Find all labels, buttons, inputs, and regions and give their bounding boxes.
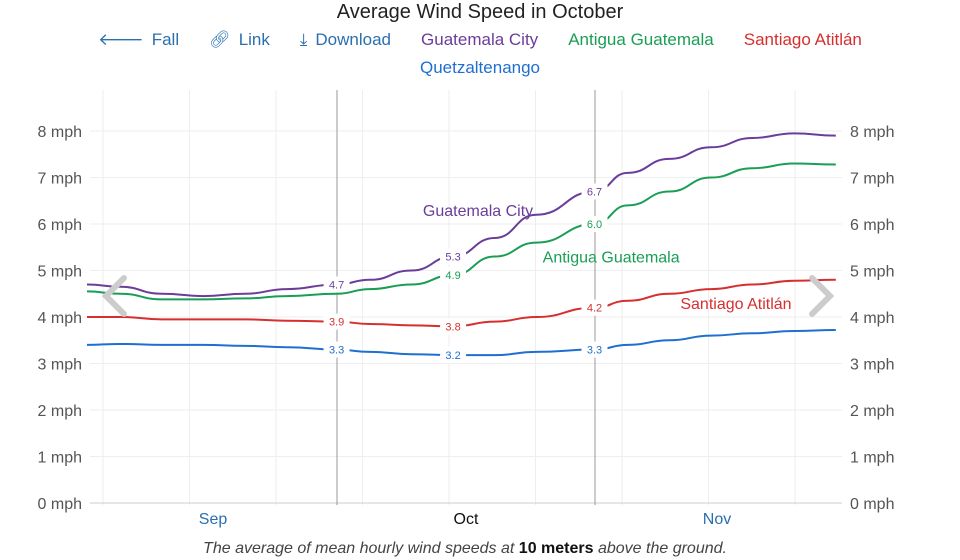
- x-tick-label: Oct: [454, 511, 479, 528]
- download-label: Download: [315, 30, 392, 49]
- data-label-bg: [581, 299, 608, 316]
- data-label-guatemala-city: 5.3: [445, 252, 460, 264]
- chart-plot: 0 mph 0 mph 1 mph 1 mph 2 mph 2 mph 3 mph 3 mph…: [38, 90, 894, 528]
- data-label-quetzaltenango: 3.2: [445, 350, 460, 362]
- series-annotation-santiago-atitl-n: Santiago Atitlán: [680, 296, 791, 313]
- y-tick-label-left: 1 mph: [38, 450, 82, 467]
- y-tick-label-right: 2 mph: [850, 403, 894, 420]
- y-tick-label-left: 3 mph: [38, 357, 82, 374]
- data-label-bg: [581, 216, 608, 232]
- data-label-antigua-guatemala: 6.0: [587, 219, 602, 231]
- arrow-left-icon: 🡐: [98, 30, 144, 49]
- data-label-santiago-atitl-n: 4.2: [587, 303, 602, 315]
- download-icon: ⤓: [299, 30, 308, 49]
- y-tick-label-right: 8 mph: [850, 124, 894, 141]
- series-annotation-antigua-guatemala: Antigua Guatemala: [543, 250, 680, 267]
- legend-quetzaltenango[interactable]: Quetzaltenango: [419, 58, 541, 77]
- data-label-bg: [323, 341, 350, 358]
- data-label-guatemala-city: 4.7: [329, 279, 344, 291]
- data-label-quetzaltenango: 3.3: [587, 345, 602, 357]
- data-label-bg: [440, 318, 467, 335]
- data-label-bg: [323, 313, 350, 330]
- data-label-bg: [323, 276, 350, 293]
- toolbar-legend: 🡐 Fall 🔗︎ Link ⤓ Download Guatemala City An…: [0, 30, 960, 50]
- chevron-left-icon[interactable]: [101, 275, 127, 317]
- x-tick-label: Sep: [199, 511, 228, 528]
- data-label-guatemala-city: 6.7: [587, 186, 602, 198]
- link-button[interactable]: 🔗︎ Link: [209, 30, 270, 50]
- y-tick-label-right: 6 mph: [850, 217, 894, 234]
- data-label-bg: [440, 248, 467, 265]
- link-icon: 🔗︎: [209, 30, 231, 49]
- data-label-santiago-atitl-n: 3.8: [445, 321, 460, 333]
- caption-text-end: above the ground.: [593, 540, 727, 557]
- legend-santiago-atitlan[interactable]: Santiago Atitlán: [743, 30, 862, 49]
- data-label-antigua-guatemala: 4.9: [445, 270, 460, 282]
- data-label-quetzaltenango: 3.3: [329, 345, 344, 357]
- data-label-bg: [581, 183, 608, 200]
- caption-text: The average of mean hourly wind speeds a…: [203, 540, 519, 557]
- chart-title: Average Wind Speed in October: [336, 1, 624, 23]
- data-label-bg: [440, 267, 467, 284]
- download-button[interactable]: ⤓ Download: [300, 30, 391, 50]
- y-tick-label-left: 7 mph: [38, 171, 82, 188]
- y-tick-label-right: 1 mph: [850, 450, 894, 467]
- data-label-bg: [440, 347, 467, 364]
- legend-antigua-guatemala[interactable]: Antigua Guatemala: [568, 30, 714, 49]
- x-tick-label: Nov: [703, 511, 731, 528]
- data-label-bg: [581, 341, 608, 358]
- y-tick-label-left: 0 mph: [38, 496, 82, 513]
- y-tick-label-left: 5 mph: [38, 264, 82, 281]
- y-tick-label-left: 4 mph: [38, 310, 82, 327]
- chevron-right-icon[interactable]: [809, 275, 835, 317]
- series-annotation-guatemala-city: Guatemala City: [423, 203, 533, 220]
- y-tick-label-left: 2 mph: [38, 403, 82, 420]
- y-tick-label-right: 0 mph: [850, 496, 894, 513]
- y-tick-label-right: 4 mph: [850, 310, 894, 327]
- y-tick-label-left: 8 mph: [38, 124, 82, 141]
- y-tick-label-right: 5 mph: [850, 264, 894, 281]
- y-tick-label-right: 7 mph: [850, 171, 894, 188]
- legend-guatemala-city[interactable]: Guatemala City: [421, 30, 539, 49]
- y-tick-label-right: 3 mph: [850, 357, 894, 374]
- caption-bold: 10 meters: [518, 540, 594, 557]
- data-label-santiago-atitl-n: 3.9: [329, 317, 344, 329]
- fall-button[interactable]: 🡐 Fall: [98, 30, 179, 50]
- chart-caption: The average of mean hourly wind speeds a…: [0, 540, 930, 558]
- link-label: Link: [238, 30, 270, 49]
- fall-label: Fall: [151, 30, 180, 49]
- y-tick-label-left: 6 mph: [38, 217, 82, 234]
